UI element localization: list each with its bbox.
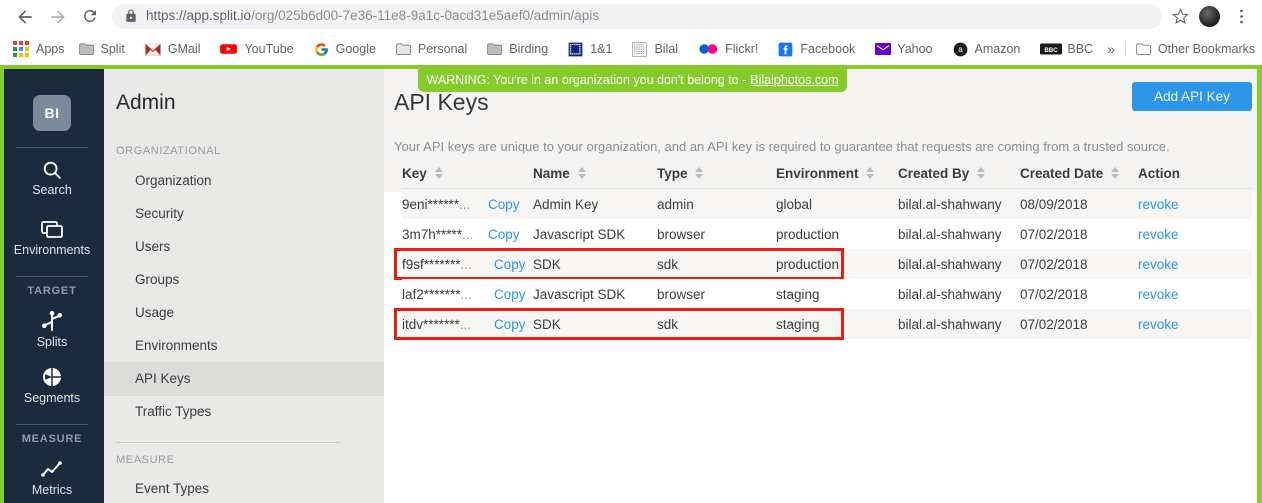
svg-text:BBC: BBC (1045, 47, 1059, 54)
svg-text:a: a (958, 45, 963, 54)
